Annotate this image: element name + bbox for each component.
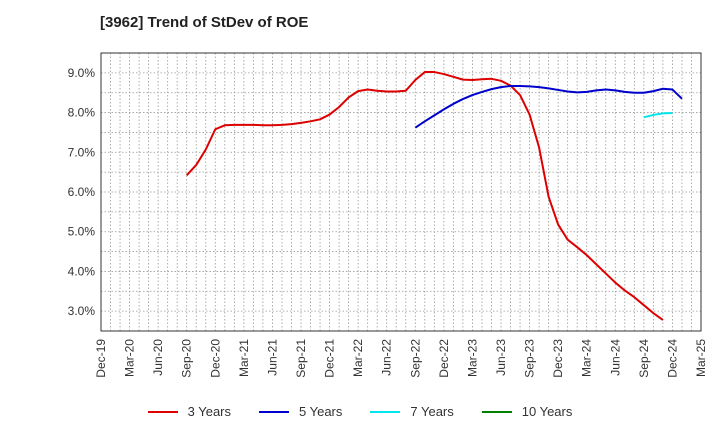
series-line-5-years — [414, 84, 683, 129]
legend-item: 5 Years — [259, 404, 342, 419]
series-line-3-years — [185, 71, 664, 321]
y-tick-label: 7.0% — [68, 145, 96, 159]
plot-frame — [100, 52, 702, 332]
x-tick-label: Mar-24 — [580, 339, 594, 377]
x-tick-label: Sep-23 — [523, 339, 537, 378]
line-chart: 3.0% 4.0% 5.0% 6.0% 7.0% 8.0% 9.0% Dec-19 Mar-20… — [68, 52, 708, 378]
x-tick-label: Mar-25 — [694, 339, 708, 377]
x-tick-label: Dec-19 — [94, 339, 108, 378]
legend-item: 3 Years — [147, 404, 231, 419]
x-tick-label: Jun-23 — [494, 339, 508, 376]
legend-label: 5 Years — [299, 404, 343, 419]
x-tick-label: Mar-20 — [123, 339, 137, 377]
x-tick-label: Sep-20 — [180, 339, 194, 378]
chart-legend: 3 Years 5 Years 7 Years 10 Years — [0, 404, 720, 419]
y-tick-label: 8.0% — [68, 106, 96, 120]
y-tick-label: 6.0% — [68, 185, 96, 199]
series-line-7-years — [643, 111, 673, 119]
legend-item: 7 Years — [370, 404, 454, 419]
x-tick-label: Mar-22 — [351, 339, 365, 377]
x-tick-label: Mar-23 — [465, 339, 479, 377]
x-tick-label: Mar-21 — [237, 339, 251, 377]
legend-item: 10 Years — [481, 404, 573, 419]
y-tick-label: 9.0% — [68, 66, 96, 80]
x-tick-label: Jun-24 — [608, 339, 622, 376]
legend-label: 10 Years — [521, 404, 573, 419]
x-tick-label: Sep-22 — [408, 339, 422, 378]
legend-label: 7 Years — [410, 404, 454, 419]
x-tick-label: Jun-21 — [265, 339, 279, 376]
y-tick-label: 3.0% — [68, 304, 96, 318]
x-tick-label: Sep-24 — [637, 339, 651, 378]
x-tick-label: Dec-21 — [323, 339, 337, 378]
legend-swatch — [481, 410, 512, 413]
legend-swatch — [370, 410, 401, 413]
legend-label: 3 Years — [187, 404, 231, 419]
legend-swatch — [259, 410, 289, 413]
x-tick-label: Dec-23 — [551, 339, 565, 378]
x-tick-label: Dec-20 — [208, 339, 222, 378]
x-tick-label: Jun-22 — [380, 339, 394, 376]
y-tick-label: 4.0% — [68, 264, 96, 278]
y-tick-label: 5.0% — [68, 225, 96, 239]
x-tick-label: Dec-24 — [665, 339, 679, 378]
legend-swatch — [147, 410, 178, 413]
x-tick-label: Sep-21 — [294, 339, 308, 378]
x-tick-label: Dec-22 — [437, 339, 451, 378]
x-tick-label: Jun-20 — [151, 339, 165, 376]
chart-title: [3962] Trend of StDev of ROE — [100, 14, 309, 31]
